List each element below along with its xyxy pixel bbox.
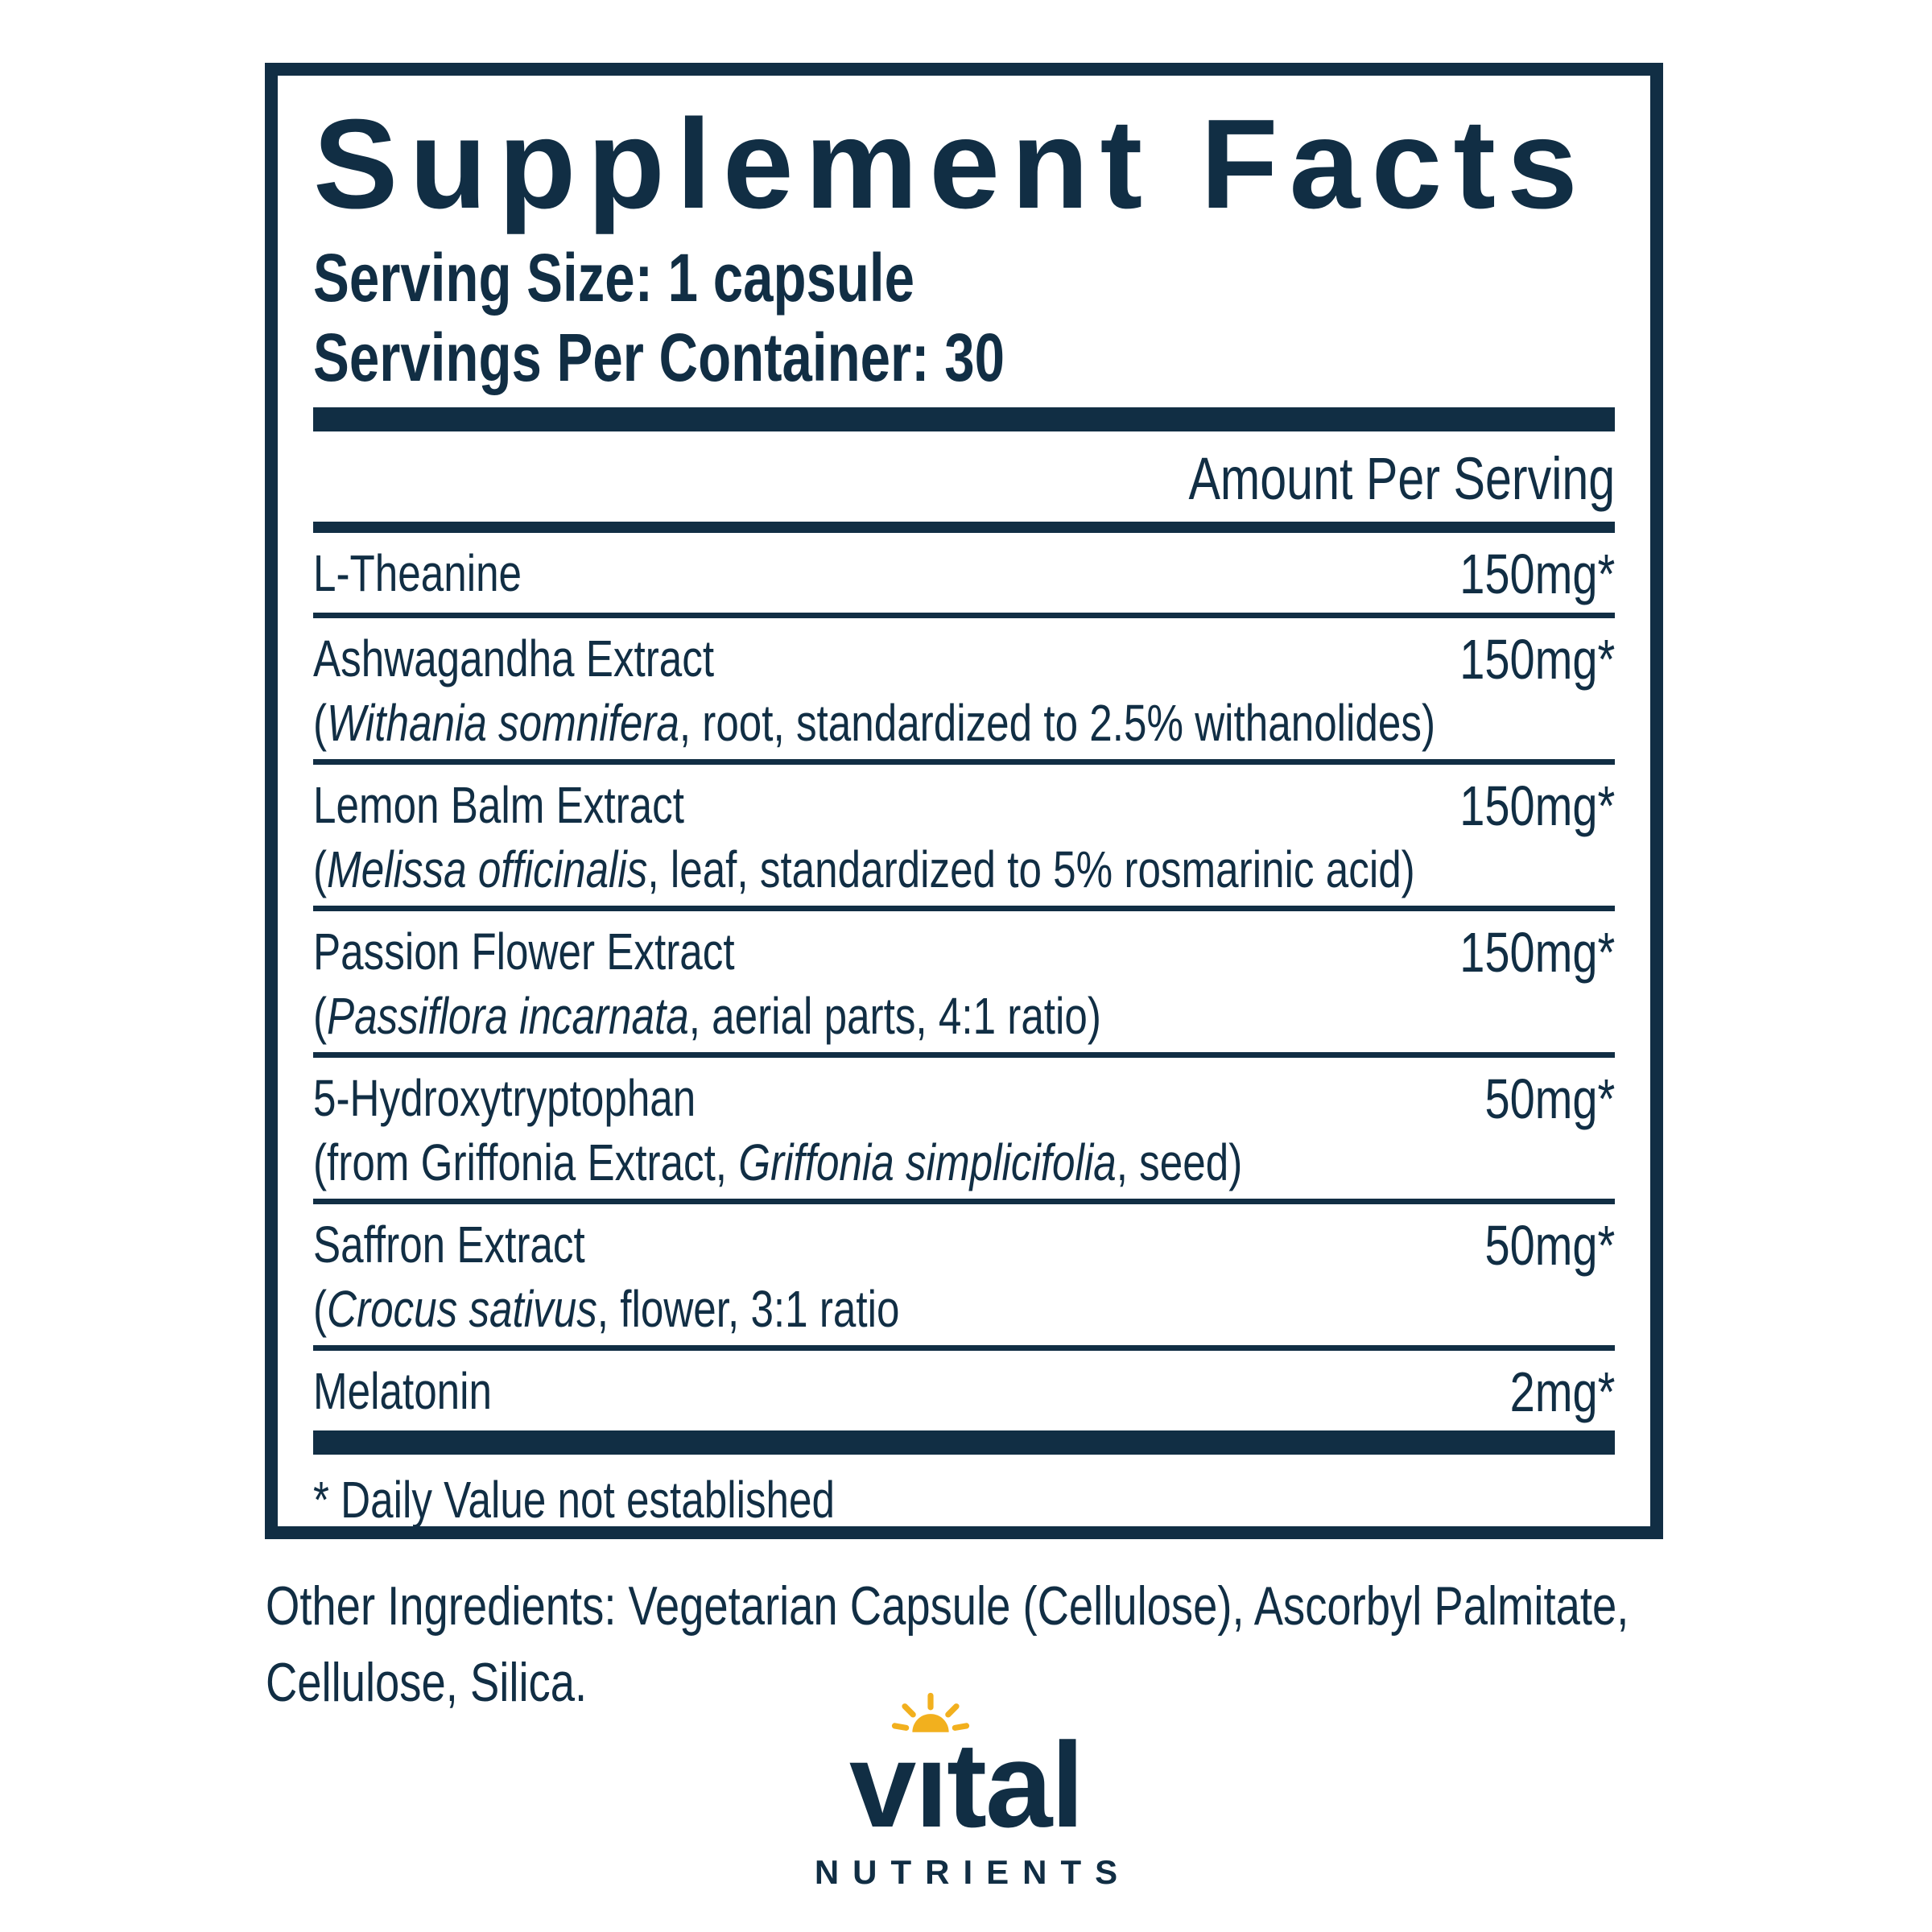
ingredient-name: Saffron Extract	[313, 1216, 585, 1274]
serving-size: Serving Size: 1 capsule	[313, 239, 914, 316]
table-row: Ashwagandha Extract 150mg* (Withania som…	[313, 618, 1615, 766]
ingredient-amount: 50mg*	[1484, 1067, 1615, 1131]
sun-icon	[892, 1692, 970, 1732]
table-row: L-Theanine 150mg*	[313, 533, 1615, 619]
panel-title: Supplement Facts	[313, 93, 1589, 235]
ingredient-detail: (Crocus sativus, flower, 3:1 ratio	[313, 1280, 900, 1339]
other-ingredients-line-2: Cellulose, Silica.	[266, 1652, 588, 1714]
table-row: 5-Hydroxytryptophan 50mg* (from Griffoni…	[313, 1058, 1615, 1205]
ingredient-detail: (Passiflora incarnata, aerial parts, 4:1…	[313, 987, 1101, 1046]
ingredient-amount: 150mg*	[1459, 774, 1615, 838]
brand-logo: v ıtal NUTRIENTS	[0, 1692, 1932, 1892]
logo-wordmark-part2: ı	[914, 1717, 948, 1852]
supplement-facts-panel: Supplement Facts Serving Size: 1 capsule…	[265, 63, 1663, 1539]
ingredient-amount: 2mg*	[1509, 1360, 1615, 1424]
ingredient-rows: L-Theanine 150mg* Ashwagandha Extract 15…	[313, 533, 1615, 1430]
ingredient-name: Passion Flower Extract	[313, 923, 735, 981]
divider-medium	[313, 522, 1615, 534]
ingredient-amount: 150mg*	[1459, 921, 1615, 985]
table-row: Melatonin 2mg*	[313, 1351, 1615, 1430]
ingredient-name: Lemon Balm Extract	[313, 776, 684, 835]
logo-subtext: NUTRIENTS	[814, 1853, 1132, 1891]
other-ingredients: Other Ingredients: Vegetarian Capsule (C…	[266, 1568, 1843, 1721]
ingredient-detail: (Melissa officinalis, leaf, standardized…	[313, 840, 1415, 899]
table-row: Saffron Extract 50mg* (Crocus sativus, f…	[313, 1204, 1615, 1352]
daily-value-footnote: * Daily Value not established	[313, 1471, 835, 1530]
ingredient-detail: (from Griffonia Extract, Griffonia simpl…	[313, 1133, 1243, 1192]
ingredient-detail: (Withania somnifera, root, standardized …	[313, 694, 1436, 753]
ingredient-amount: 150mg*	[1459, 628, 1615, 691]
ingredient-name: L-Theanine	[313, 544, 522, 603]
table-row: Passion Flower Extract 150mg* (Passiflor…	[313, 911, 1615, 1059]
ingredient-name: 5-Hydroxytryptophan	[313, 1069, 696, 1128]
ingredient-name: Melatonin	[313, 1362, 492, 1421]
divider-thick-bottom	[313, 1430, 1615, 1455]
logo-wordmark-part3: tal	[947, 1717, 1084, 1852]
divider-thick-top	[313, 407, 1615, 432]
servings-per-container: Servings Per Container: 30	[313, 320, 1005, 395]
amount-per-serving-header: Amount Per Serving	[1188, 445, 1615, 513]
ingredient-amount: 50mg*	[1484, 1214, 1615, 1278]
serving-info: Serving Size: 1 capsule Servings Per Con…	[313, 238, 1615, 398]
logo-wordmark: v ıtal	[849, 1692, 1084, 1845]
ingredient-amount: 150mg*	[1459, 543, 1615, 606]
table-row: Lemon Balm Extract 150mg* (Melissa offic…	[313, 765, 1615, 912]
logo-wordmark-part1: v	[848, 1717, 916, 1852]
ingredient-name: Ashwagandha Extract	[313, 630, 715, 688]
other-ingredients-line-1: Other Ingredients: Vegetarian Capsule (C…	[266, 1575, 1629, 1637]
